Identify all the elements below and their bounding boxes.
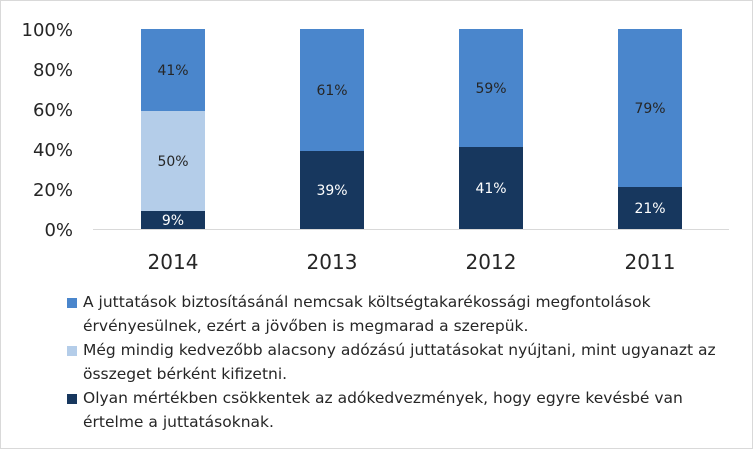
y-tick-label: 0% [44, 220, 73, 241]
legend-label: Olyan mértékben csökkentek az adókedvezm… [83, 389, 683, 431]
y-axis: 0% 20% 40% 60% 80% 100% [22, 20, 73, 241]
legend-swatch [67, 346, 77, 356]
legend-swatch [67, 298, 77, 308]
data-label: 39% [316, 183, 347, 199]
x-category-label: 2012 [466, 250, 517, 274]
legend: A juttatások biztosításánál nemcsak költ… [61, 290, 721, 434]
legend-swatch [67, 394, 77, 404]
y-tick-label: 80% [33, 60, 73, 81]
legend-label: Még mindig kedvezőbb alacsony adózású ju… [83, 341, 716, 383]
bar-segment [618, 187, 682, 229]
bar-segment [300, 29, 364, 151]
bar-segment [459, 147, 523, 229]
data-label: 21% [634, 201, 665, 217]
legend-label: A juttatások biztosításánál nemcsak költ… [83, 293, 651, 335]
bar-segment [459, 29, 523, 147]
data-label: 9% [162, 213, 184, 229]
x-category-label: 2014 [148, 250, 199, 274]
y-tick-label: 100% [22, 20, 73, 41]
bar-segment [141, 211, 205, 229]
y-tick-label: 60% [33, 100, 73, 121]
bar-segment [141, 29, 205, 111]
bar-segment [141, 111, 205, 211]
stacked-bar-chart: 0% 20% 40% 60% 80% 100% 9% 50% 41% 39% 61% 41% 59% 2… [22, 20, 729, 274]
data-label: 41% [475, 181, 506, 197]
y-tick-label: 20% [33, 180, 73, 201]
data-label: 59% [475, 81, 506, 97]
x-category-label: 2011 [625, 250, 676, 274]
data-label: 50% [157, 154, 188, 170]
bar-segment [300, 151, 364, 229]
data-label: 79% [634, 101, 665, 117]
x-category-label: 2013 [307, 250, 358, 274]
y-tick-label: 40% [33, 140, 73, 161]
bars: 9% 50% 41% 39% 61% 41% 59% 21% 79% [141, 29, 682, 229]
legend-item: Olyan mértékben csökkentek az adókedvezm… [61, 386, 721, 434]
data-label: 61% [316, 83, 347, 99]
x-axis: 2014 2013 2012 2011 [148, 250, 676, 274]
legend-item: Még mindig kedvezőbb alacsony adózású ju… [61, 338, 721, 386]
legend-item: A juttatások biztosításánál nemcsak költ… [61, 290, 721, 338]
bar-segment [618, 29, 682, 187]
data-label: 41% [157, 63, 188, 79]
